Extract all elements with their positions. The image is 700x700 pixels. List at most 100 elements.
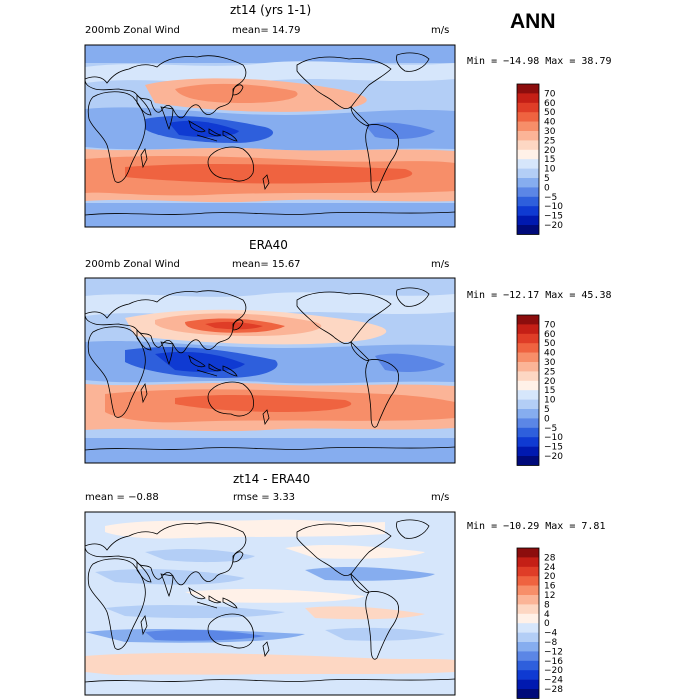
colorbar-swatch [517, 187, 539, 198]
colorbar-swatch [517, 595, 539, 605]
colorbar-tick-label: 12 [544, 591, 555, 601]
colorbar-swatch [517, 215, 539, 226]
colorbar-swatch [517, 324, 539, 335]
colorbar-tick-label: 25 [544, 136, 555, 146]
colorbar-swatch [517, 315, 539, 325]
panel-1-variable-label: 200mb Zonal Wind [85, 25, 180, 36]
colorbar-swatch [517, 456, 539, 466]
colorbar-swatch [517, 206, 539, 216]
colorbar-tick-label: 24 [544, 563, 556, 573]
colorbar-tick-label: −4 [544, 629, 558, 639]
colorbar-tick-label: 15 [544, 155, 555, 165]
colorbar-swatch [517, 437, 539, 447]
panel-1-minmax: Min = −14.98 Max = 38.79 [467, 56, 612, 67]
colorbar-swatch [517, 131, 539, 141]
colorbar-swatch [517, 679, 539, 690]
colorbar-swatch [517, 418, 539, 429]
panel-3-minmax: Min = −10.29 Max = 7.81 [467, 521, 606, 532]
colorbar-tick-label: 8 [544, 600, 550, 610]
colorbar-tick-label: −20 [544, 666, 563, 676]
colorbar-swatch [517, 140, 539, 151]
colorbar-swatch [517, 651, 539, 662]
colorbar-tick-label: 0 [544, 183, 550, 193]
panel-1-map-frame [84, 44, 456, 228]
colorbar-tick-label: 10 [544, 396, 556, 406]
colorbar-tick-label: 60 [544, 330, 556, 340]
colorbar-tick-label: −12 [544, 647, 563, 657]
colorbar-swatch [517, 178, 539, 188]
colorbar-tick-label: −10 [544, 433, 563, 443]
colorbar-swatch [517, 427, 539, 438]
colorbar-tick-label: 15 [544, 386, 555, 396]
colorbar-swatch [517, 168, 539, 179]
colorbar-tick-label: −16 [544, 657, 563, 667]
panel-3-map [84, 511, 456, 696]
colorbar-swatch [517, 409, 539, 419]
colorbar-swatch [517, 362, 539, 372]
colorbar-swatch [517, 149, 539, 160]
colorbar-tick-label: 0 [544, 414, 550, 424]
panel-2-minmax: Min = −12.17 Max = 45.38 [467, 290, 612, 301]
colorbar-swatch [517, 121, 539, 132]
panel-3-map-frame [84, 511, 456, 696]
colorbar-swatch [517, 660, 539, 671]
colorbar-tick-label: 40 [544, 118, 556, 128]
colorbar-tick-label: 16 [544, 582, 556, 592]
season-label: ANN [510, 10, 556, 33]
colorbar-swatch [517, 333, 539, 344]
colorbar-swatch [517, 112, 539, 122]
panel-3-rmse-label: rmse = 3.33 [233, 492, 296, 503]
panel-1-mean-label: mean= 14.79 [232, 25, 301, 36]
colorbar-tick-label: 60 [544, 99, 556, 109]
colorbar-swatch [517, 642, 539, 652]
panel-1-units: m/s [431, 25, 450, 36]
colorbar-frame [516, 547, 540, 699]
colorbar-swatch [517, 557, 539, 568]
colorbar-swatch [517, 399, 539, 410]
colorbar-tick-label: −15 [544, 212, 563, 222]
panel-2-map [84, 277, 456, 464]
colorbar-tick-label: 30 [544, 358, 556, 368]
colorbar-tick-label: 20 [544, 377, 556, 387]
colorbar-tick-label: 5 [544, 174, 550, 184]
panel-3-title: zt14 - ERA40 [233, 472, 311, 486]
colorbar-swatch [517, 225, 539, 235]
colorbar-swatch [517, 159, 539, 169]
colorbar-swatch [517, 623, 539, 633]
colorbar-swatch [517, 446, 539, 457]
colorbar-swatch [517, 343, 539, 353]
colorbar-swatch [517, 548, 539, 558]
colorbar-tick-label: 20 [544, 146, 556, 156]
panel-2-map-frame [84, 277, 456, 464]
colorbar-tick-label: −5 [544, 424, 557, 434]
colorbar-tick-label: 50 [544, 339, 556, 349]
colorbar-swatch [517, 390, 539, 400]
colorbar-tick-label: 20 [544, 572, 556, 582]
panel-2-units: m/s [431, 259, 450, 270]
colorbar-swatch [517, 84, 539, 94]
colorbar-swatch [517, 352, 539, 363]
colorbar-tick-label: 25 [544, 367, 555, 377]
colorbar-tick-label: −24 [544, 676, 563, 686]
colorbar-swatch [517, 566, 539, 577]
colorbar-tick-label: 30 [544, 127, 556, 137]
colorbar-swatch [517, 196, 539, 207]
colorbar-tick-label: −8 [544, 638, 558, 648]
colorbar-tick-label: 50 [544, 108, 556, 118]
colorbar-tick-label: 4 [544, 610, 550, 620]
colorbar-swatch [517, 670, 539, 680]
colorbar-swatch [517, 585, 539, 596]
colorbar-frame [516, 83, 540, 235]
colorbar-tick-label: 5 [544, 405, 550, 415]
colorbar-tick-label: −5 [544, 193, 557, 203]
colorbar-swatch [517, 371, 539, 382]
colorbar-tick-label: 10 [544, 165, 556, 175]
panel-1-title: zt14 (yrs 1-1) [230, 3, 312, 17]
colorbar-frame [516, 314, 540, 466]
colorbar-tick-label: −20 [544, 221, 563, 231]
panel-2-variable-label: 200mb Zonal Wind [85, 259, 180, 270]
